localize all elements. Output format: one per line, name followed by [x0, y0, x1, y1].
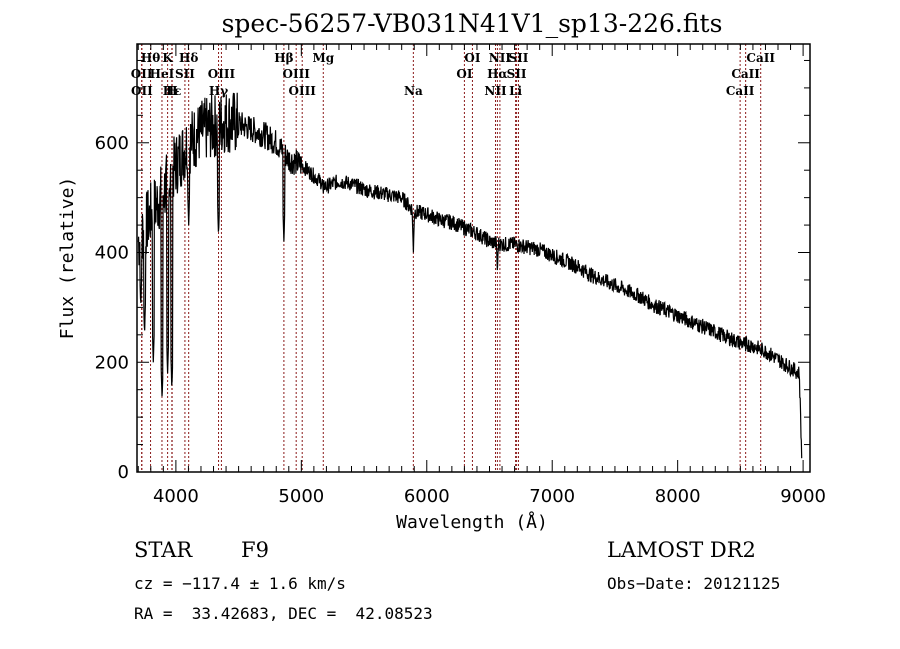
spectral-line-label: H — [166, 84, 177, 98]
spectral-line-label: NII — [489, 51, 512, 65]
redshift-text: cz = −117.4 ± 1.6 km/s — [134, 574, 346, 593]
object-subclass: F9 — [241, 538, 269, 562]
spectral-line-label: OI — [464, 51, 480, 65]
y-tick-label: 0 — [118, 462, 129, 483]
spectral-line-label: NII — [484, 84, 507, 98]
spectrum-line — [137, 92, 803, 459]
coordinates-text: RA = 33.42683, DEC = 42.08523 — [134, 604, 433, 623]
spectral-line-label: HeI — [150, 67, 175, 81]
x-tick-label: 8000 — [655, 486, 701, 507]
spectral-line-label: OI — [456, 67, 472, 81]
spectral-line-label: SII — [175, 67, 195, 81]
x-tick-label: 4000 — [153, 486, 199, 507]
survey-name: LAMOST DR2 — [607, 538, 756, 562]
spectral-line-label: Hε — [163, 84, 182, 98]
spectral-line-label: OIII — [289, 84, 317, 98]
spectral-line-markers — [141, 44, 762, 472]
spectral-line-label: CaII — [746, 51, 775, 65]
spectral-line-label: OII — [131, 84, 153, 98]
spectral-line-label: Hγ — [209, 84, 228, 98]
x-tick-label: 7000 — [529, 486, 575, 507]
spectral-line-label: Hβ — [274, 51, 293, 65]
spectral-line-label: Mg — [312, 51, 334, 65]
x-tick-label: 6000 — [404, 486, 450, 507]
plot-frame — [136, 43, 811, 473]
y-axis-ticks: 0 200 400 600 — [95, 59, 810, 483]
chart-title: spec-56257-VB031N41V1_sp13-226.fits — [222, 9, 723, 38]
spectral-line-label: CaII — [731, 67, 760, 81]
object-class: STAR — [134, 538, 193, 562]
y-axis-label: Flux (relative) — [57, 177, 78, 340]
spectral-line-label: SII — [507, 67, 527, 81]
spectral-line-label: Hδ — [179, 51, 198, 65]
spectral-line-label: Na — [404, 84, 423, 98]
y-tick-label: 600 — [95, 133, 129, 154]
y-tick-label: 400 — [95, 243, 129, 264]
y-tick-label: 200 — [95, 352, 129, 373]
spectral-line-label: Hθ — [141, 51, 160, 65]
spectral-line-label: Li — [509, 84, 522, 98]
spectral-line-label: K — [162, 51, 173, 65]
spectral-line-label: CaII — [726, 84, 755, 98]
obs-date: Obs−Date: 20121125 — [607, 574, 781, 593]
x-axis-ticks: 4000 5000 6000 7000 8000 9000 — [137, 44, 826, 507]
x-tick-label: 9000 — [780, 486, 826, 507]
spectral-line-label: OIII — [208, 67, 236, 81]
spectral-line-label: Hα — [487, 67, 508, 81]
x-tick-label: 5000 — [278, 486, 324, 507]
spectral-line-label: SII — [509, 51, 529, 65]
spectrum-series — [137, 92, 803, 459]
spectral-line-label: OIII — [283, 67, 311, 81]
x-axis-label: Wavelength (Å) — [396, 511, 548, 533]
